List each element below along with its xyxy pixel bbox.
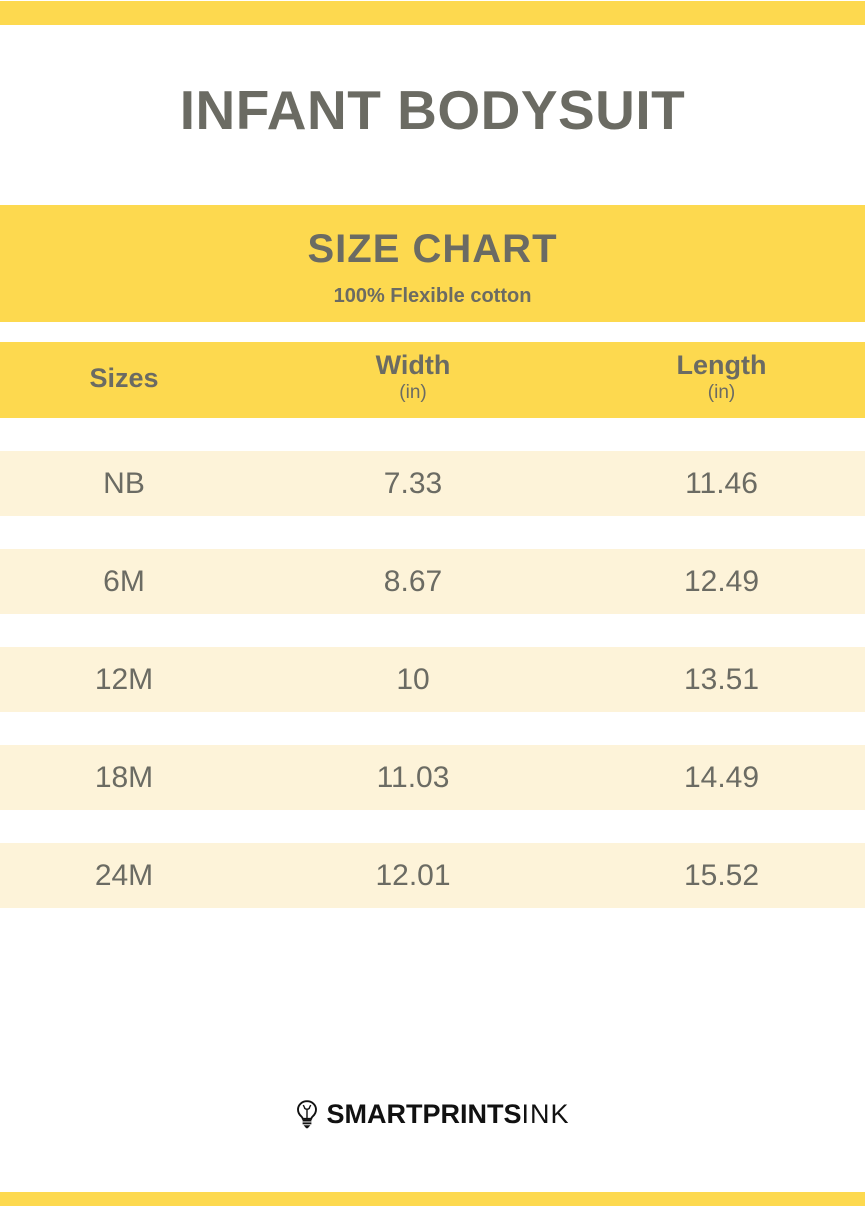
banner-title: SIZE CHART — [307, 227, 558, 271]
cell-length: 15.52 — [683, 858, 760, 892]
brand-name-secondary: INK — [521, 1099, 570, 1129]
size-table: Sizes Width (in) Length (in) NB 7.33 11.… — [0, 342, 865, 908]
cell-length: 11.46 — [685, 466, 758, 500]
column-header-sizes-label: Sizes — [89, 363, 159, 393]
cell-width: 7.33 — [383, 466, 443, 500]
banner-subtitle: 100% Flexible cotton — [333, 285, 532, 307]
cell-size: 24M — [94, 858, 154, 892]
table-header-row: Sizes Width (in) Length (in) — [0, 342, 865, 418]
column-header-width: Width (in) — [248, 342, 578, 404]
column-header-sizes: Sizes — [0, 342, 248, 394]
column-header-length-label: Length — [676, 350, 767, 380]
table-row: 6M 8.67 12.49 — [0, 549, 865, 614]
cell-width: 8.67 — [383, 564, 443, 598]
cell-size: 6M — [103, 564, 145, 598]
cell-width: 10 — [396, 662, 430, 696]
column-header-width-unit: (in) — [399, 381, 427, 403]
cell-size: NB — [103, 466, 145, 500]
table-row: 12M 10 13.51 — [0, 647, 865, 712]
table-row: 24M 12.01 15.52 — [0, 843, 865, 908]
cell-size: 18M — [94, 760, 154, 794]
brand-name: SMARTPRINTSINK — [326, 1101, 569, 1128]
column-header-width-label: Width — [375, 350, 451, 380]
brand-name-primary: SMARTPRINTS — [326, 1099, 522, 1129]
cell-length: 13.51 — [683, 662, 760, 696]
brand-logo: SMARTPRINTSINK — [0, 1100, 865, 1129]
row-spacer — [0, 418, 865, 451]
column-header-length-unit: (in) — [707, 381, 736, 403]
top-accent-bar — [0, 1, 865, 25]
cell-width: 11.03 — [376, 760, 450, 794]
row-spacer — [0, 614, 865, 647]
row-spacer — [0, 810, 865, 843]
row-spacer — [0, 516, 865, 549]
table-row: NB 7.33 11.46 — [0, 451, 865, 516]
size-chart-banner: SIZE CHART 100% Flexible cotton — [0, 205, 865, 322]
row-spacer — [0, 712, 865, 745]
cell-length: 14.49 — [683, 760, 760, 794]
lightbulb-icon — [295, 1100, 319, 1129]
column-header-length: Length (in) — [578, 342, 865, 404]
cell-width: 12.01 — [375, 858, 451, 892]
cell-length: 12.49 — [683, 564, 760, 598]
page-title: INFANT BODYSUIT — [179, 79, 686, 141]
cell-size: 12M — [94, 662, 154, 696]
table-row: 18M 11.03 14.49 — [0, 745, 865, 810]
bottom-accent-bar — [0, 1192, 865, 1206]
